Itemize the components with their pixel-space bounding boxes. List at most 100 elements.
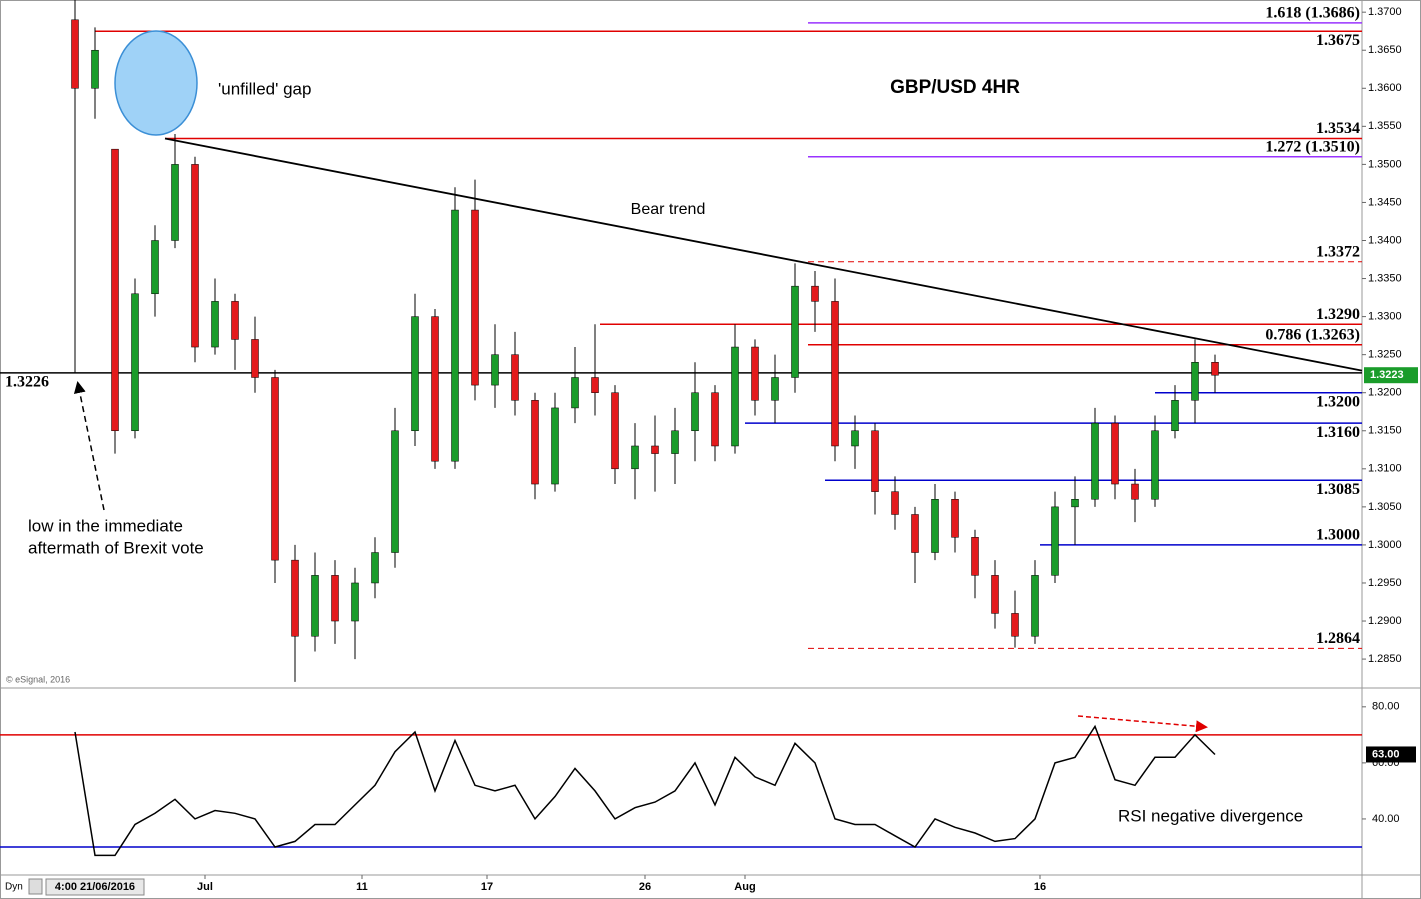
- level-label: 1.272 (1.3510): [1265, 138, 1360, 155]
- y-tick-label: 1.2950: [1368, 577, 1402, 589]
- candle-body: [871, 430, 879, 492]
- y-tick-label: 1.3100: [1368, 463, 1402, 475]
- candle-body: [1111, 422, 1119, 485]
- candle-body: [531, 400, 539, 485]
- candle-body: [1171, 400, 1179, 432]
- candle-body: [1131, 483, 1139, 500]
- candle-body: [951, 499, 959, 538]
- candle-body: [71, 19, 79, 89]
- divergence-arrow: [1077, 715, 1208, 733]
- candle-body: [771, 377, 779, 401]
- rsi-value-box: [1366, 746, 1416, 763]
- candle-body: [451, 209, 459, 462]
- copyright: © eSignal, 2016: [6, 674, 70, 684]
- gap-circle: [114, 30, 198, 136]
- candle-body: [411, 316, 419, 432]
- candle-body: [671, 430, 679, 454]
- lock-icon[interactable]: [28, 878, 43, 895]
- y-tick-label: 1.2850: [1368, 653, 1402, 665]
- date-box: [45, 878, 145, 896]
- y-tick-label: 1.3050: [1368, 501, 1402, 513]
- trend-line: [164, 137, 1363, 372]
- y-tick-label: 1.3650: [1368, 44, 1402, 56]
- candle-body: [1091, 422, 1099, 500]
- start-date: 4:00 21/06/2016: [55, 881, 135, 893]
- candle-body: [331, 575, 339, 622]
- y-tick-label: 1.3300: [1368, 311, 1402, 323]
- candle-body: [171, 164, 179, 241]
- candle-body: [691, 392, 699, 432]
- x-tick-label: 17: [481, 881, 493, 893]
- y-tick-label: 1.3000: [1368, 539, 1402, 551]
- level-label: 1.3000: [1316, 527, 1360, 544]
- candle-body: [191, 164, 199, 348]
- candle-body: [1151, 430, 1159, 500]
- x-tick-label: Aug: [734, 881, 755, 893]
- candle-body: [91, 49, 99, 89]
- chart-title: GBP/USD 4HR: [890, 77, 1020, 98]
- candle-body: [431, 316, 439, 462]
- rsi-line: [74, 724, 1216, 857]
- y-tick-label: 1.3150: [1368, 425, 1402, 437]
- candle-body: [751, 346, 759, 401]
- x-tick-label: 16: [1034, 881, 1046, 893]
- candle-body: [371, 552, 379, 584]
- level-label: 1.3372: [1316, 243, 1360, 260]
- candle-body: [351, 582, 359, 622]
- indicator-label: Dyn: [5, 882, 23, 893]
- y-tick-label: 1.3500: [1368, 158, 1402, 170]
- y-tick-label: 40.00: [1372, 813, 1400, 825]
- candle-body: [831, 301, 839, 447]
- candle-body: [1191, 362, 1199, 401]
- candle-body: [971, 537, 979, 576]
- candle-body: [931, 499, 939, 553]
- candle-body: [991, 575, 999, 614]
- candle-body: [851, 430, 859, 447]
- y-tick-label: 1.3450: [1368, 196, 1402, 208]
- level-label: 1.2864: [1316, 630, 1360, 647]
- x-tick-label: 26: [639, 881, 651, 893]
- level-label: 1.3675: [1316, 32, 1360, 49]
- candle-body: [1031, 575, 1039, 637]
- level-label: 1.3290: [1316, 306, 1360, 323]
- level-label: 0.786 (1.3263): [1265, 326, 1360, 343]
- candle-body: [611, 392, 619, 470]
- rsi-value-label: 63.00: [1372, 748, 1400, 760]
- candle-body: [131, 293, 139, 432]
- y-tick-label: 1.3250: [1368, 349, 1402, 361]
- level-label: 1.618 (1.3686): [1265, 5, 1360, 22]
- brexit-arrow: [73, 381, 105, 511]
- candle-body: [571, 377, 579, 409]
- candle-body: [251, 339, 259, 378]
- candle-body: [911, 514, 919, 553]
- candle-body: [271, 377, 279, 561]
- candle-body: [291, 559, 299, 637]
- y-tick-label: 1.3400: [1368, 234, 1402, 246]
- candle-body: [651, 445, 659, 454]
- candle-body: [211, 301, 219, 348]
- candle-body: [1051, 506, 1059, 576]
- brexit-label: low in the immediate: [28, 516, 183, 535]
- y-tick-label: 1.3350: [1368, 272, 1402, 284]
- candle-body: [1071, 499, 1079, 508]
- candle-body: [731, 346, 739, 447]
- x-tick-label: Jul: [197, 881, 213, 893]
- candle-body: [791, 285, 799, 378]
- x-tick-label: 11: [356, 881, 368, 893]
- trend-label: Bear trend: [631, 201, 706, 218]
- rsi-label: RSI negative divergence: [1118, 806, 1303, 825]
- candle-body: [891, 491, 899, 515]
- y-tick-label: 1.3550: [1368, 120, 1402, 132]
- y-tick-label: 80.00: [1372, 701, 1400, 713]
- brexit-label: aftermath of Brexit vote: [28, 538, 204, 557]
- candle-body: [231, 301, 239, 340]
- candle-body: [491, 354, 499, 386]
- y-tick-label: 1.3700: [1368, 6, 1402, 18]
- candle-body: [811, 285, 819, 302]
- candle-body: [631, 445, 639, 470]
- candle-body: [1211, 362, 1219, 376]
- level-label: 1.3200: [1316, 393, 1360, 410]
- level-label: 1.3534: [1316, 120, 1360, 137]
- last-price-label: 1.3223: [1370, 369, 1404, 381]
